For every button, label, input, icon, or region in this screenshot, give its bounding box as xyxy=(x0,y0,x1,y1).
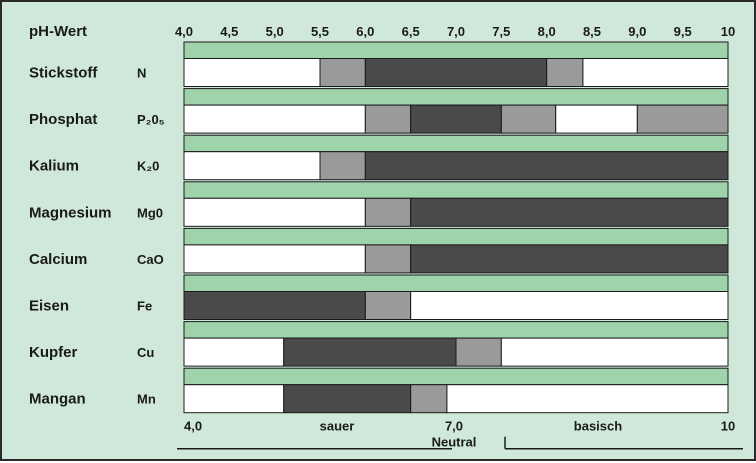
chart-title: pH-Wert xyxy=(29,23,87,40)
row-symbol: Mn xyxy=(137,392,156,407)
bar-segment-medium xyxy=(364,291,412,320)
bar-segment-none xyxy=(183,104,366,134)
x-tick-label: 7,0 xyxy=(447,24,465,39)
bar-segment-none xyxy=(183,151,321,181)
bar-segment-none xyxy=(446,384,729,414)
row-label: Calcium xyxy=(29,251,87,268)
end-label: 10 xyxy=(721,419,735,434)
row-symbol: CaO xyxy=(137,252,164,267)
x-tick-label: 9,0 xyxy=(628,24,646,39)
row-symbol: Mg0 xyxy=(137,205,163,220)
x-tick-label: 6,5 xyxy=(402,24,420,39)
start-label: 4,0 xyxy=(184,419,202,434)
bar-segment-medium xyxy=(500,104,557,134)
acid-label: sauer xyxy=(320,419,355,434)
bar-segment-medium xyxy=(636,104,729,134)
bar-segment-none xyxy=(183,197,366,227)
x-tick-label: 8,0 xyxy=(538,24,556,39)
row-symbol: P₂0₅ xyxy=(137,112,165,127)
bar-segment-medium xyxy=(455,337,502,367)
row-symbol: Fe xyxy=(137,299,152,314)
row-label: Magnesium xyxy=(29,204,112,221)
bar-segment-high xyxy=(364,151,729,181)
neutral-label: Neutral xyxy=(432,435,477,450)
bar-segment-medium xyxy=(319,151,366,181)
row-label: Mangan xyxy=(29,391,86,408)
bar-segment-none xyxy=(183,384,285,414)
x-tick-label: 4,0 xyxy=(175,24,193,39)
x-tick-label: 5,5 xyxy=(311,24,329,39)
bar-segment-none xyxy=(582,58,729,87)
bar-segment-high xyxy=(410,104,502,134)
bar-segment-high xyxy=(283,384,412,414)
bar-segment-medium xyxy=(546,58,584,87)
bar-segment-high xyxy=(410,244,729,274)
x-tick-label: 6,0 xyxy=(356,24,374,39)
separator-band xyxy=(183,134,729,153)
separator-band xyxy=(183,88,729,106)
bar-segment-medium xyxy=(410,384,448,414)
separator-band xyxy=(183,181,729,199)
x-tick-label: 10 xyxy=(721,24,735,39)
bar-segment-medium xyxy=(319,58,366,87)
x-tick-label: 9,5 xyxy=(674,24,692,39)
separator-band xyxy=(183,321,729,339)
neutral-value-label: 7,0 xyxy=(445,419,463,434)
row-label: Phosphat xyxy=(29,111,97,128)
bar-segment-medium xyxy=(364,104,412,134)
bar-segment-none xyxy=(500,337,729,367)
bar-segment-high xyxy=(364,58,548,87)
separator-band xyxy=(183,41,729,59)
bar-segment-none xyxy=(183,58,321,87)
x-tick-label: 4,5 xyxy=(220,24,238,39)
bar-segment-none xyxy=(183,337,285,367)
row-symbol: K₂0 xyxy=(137,159,159,174)
bar-segment-medium xyxy=(364,197,412,227)
x-tick-label: 5,0 xyxy=(266,24,284,39)
bar-segment-high xyxy=(183,291,366,320)
bar-segment-none xyxy=(555,104,638,134)
row-symbol: N xyxy=(137,66,146,81)
bar-segment-high xyxy=(410,197,729,227)
row-symbol: Cu xyxy=(137,345,154,360)
bar-segment-none xyxy=(410,291,729,320)
x-tick-label: 7,5 xyxy=(492,24,510,39)
row-label: Eisen xyxy=(29,298,69,315)
basic-label: basisch xyxy=(574,419,622,434)
row-label: Stickstoff xyxy=(29,65,98,82)
x-tick-label: 8,5 xyxy=(583,24,601,39)
bar-segment-medium xyxy=(364,244,412,274)
separator-band xyxy=(183,274,729,292)
row-label: Kupfer xyxy=(29,344,77,361)
row-label: Kalium xyxy=(29,158,79,175)
bar-segment-none xyxy=(183,244,366,274)
separator-band xyxy=(183,227,729,246)
separator-band xyxy=(183,367,729,386)
bar-segment-high xyxy=(283,337,457,367)
